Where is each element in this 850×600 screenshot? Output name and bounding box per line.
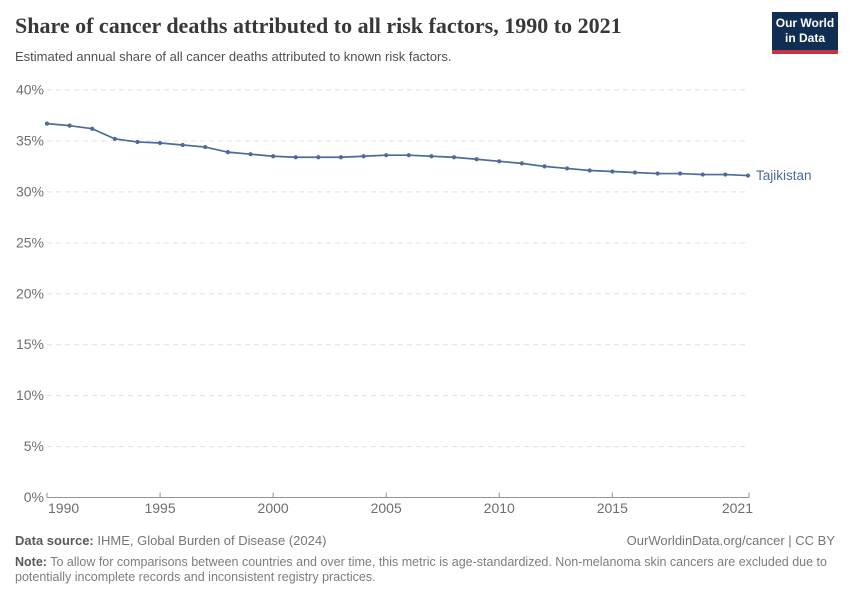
y-axis-tick-label: 35%: [16, 132, 44, 148]
data-point[interactable]: [90, 126, 95, 131]
data-source-value: IHME, Global Burden of Disease (2024): [93, 533, 327, 548]
y-axis-tick-label: 30%: [16, 183, 44, 199]
note-text: To allow for comparisons between countri…: [15, 555, 827, 584]
data-point[interactable]: [44, 121, 50, 126]
series-line-tajikistan[interactable]: [46, 122, 749, 177]
x-axis-tick-label: 1990: [48, 500, 79, 516]
x-axis-tick-label: 2015: [597, 500, 628, 516]
data-point[interactable]: [610, 169, 615, 174]
data-point[interactable]: [271, 154, 276, 159]
data-point[interactable]: [429, 154, 434, 159]
owid-license-link[interactable]: OurWorldinData.org/cancer | CC BY: [626, 533, 835, 548]
data-point[interactable]: [564, 166, 570, 171]
y-axis-tick-label: 20%: [16, 285, 44, 301]
data-point[interactable]: [157, 140, 163, 146]
data-point[interactable]: [632, 170, 638, 175]
x-axis-tick-label: 2021: [722, 500, 753, 516]
owid-logo[interactable]: Our World in Data: [772, 12, 838, 54]
data-point[interactable]: [135, 139, 140, 145]
data-point[interactable]: [745, 173, 751, 178]
data-point[interactable]: [293, 155, 298, 160]
data-point[interactable]: [700, 172, 705, 177]
data-point[interactable]: [338, 155, 344, 160]
y-axis-tick-label: 5%: [24, 438, 44, 454]
y-axis-tick-label: 25%: [16, 234, 44, 250]
data-point[interactable]: [316, 155, 321, 160]
line-chart[interactable]: 0% 5% 10% 15% 20% 25% 30% 35% 40% 1990 1995 2000 200…: [0, 0, 850, 530]
data-point[interactable]: [203, 144, 208, 150]
data-point[interactable]: [225, 150, 231, 155]
series-label-tajikistan[interactable]: Tajikistan: [756, 168, 812, 183]
data-point[interactable]: [248, 152, 253, 157]
data-point[interactable]: [542, 164, 547, 169]
x-axis-tick-label: 2010: [484, 500, 515, 516]
data-point[interactable]: [723, 172, 728, 177]
x-axis-tick-label: 2005: [371, 500, 402, 516]
data-point[interactable]: [180, 142, 185, 148]
data-point[interactable]: [655, 171, 660, 176]
data-source-line: Data source: IHME, Global Burden of Dise…: [15, 533, 326, 548]
chart-subtitle: Estimated annual share of all cancer dea…: [15, 49, 452, 64]
data-point[interactable]: [384, 153, 389, 158]
data-point[interactable]: [497, 159, 502, 164]
y-axis-tick-label: 0%: [24, 489, 44, 505]
chart-plot-area[interactable]: [47, 84, 748, 498]
data-point[interactable]: [67, 123, 72, 128]
chart-note: Note: To allow for comparisons between c…: [15, 555, 835, 585]
x-axis-tick-label: 2000: [258, 500, 289, 516]
data-point[interactable]: [587, 168, 592, 173]
data-point[interactable]: [451, 155, 457, 160]
note-label: Note:: [15, 555, 47, 569]
chart-title: Share of cancer deaths attributed to all…: [15, 13, 622, 38]
data-point[interactable]: [406, 153, 411, 158]
owid-logo-line1: Our World: [775, 16, 835, 30]
chart-footer: Data source: IHME, Global Burden of Dise…: [15, 533, 835, 585]
y-axis-tick-label: 40%: [16, 82, 44, 98]
data-point[interactable]: [361, 154, 366, 159]
y-axis-tick-label: 15%: [16, 336, 44, 352]
data-point[interactable]: [519, 161, 524, 166]
data-source-label: Data source:: [15, 533, 94, 548]
owid-logo-line2: in Data: [784, 31, 825, 45]
data-point[interactable]: [678, 171, 683, 176]
data-point[interactable]: [112, 136, 117, 141]
data-point[interactable]: [474, 157, 479, 162]
y-axis-tick-label: 10%: [16, 387, 44, 403]
x-axis-tick-label: 1995: [144, 500, 175, 516]
